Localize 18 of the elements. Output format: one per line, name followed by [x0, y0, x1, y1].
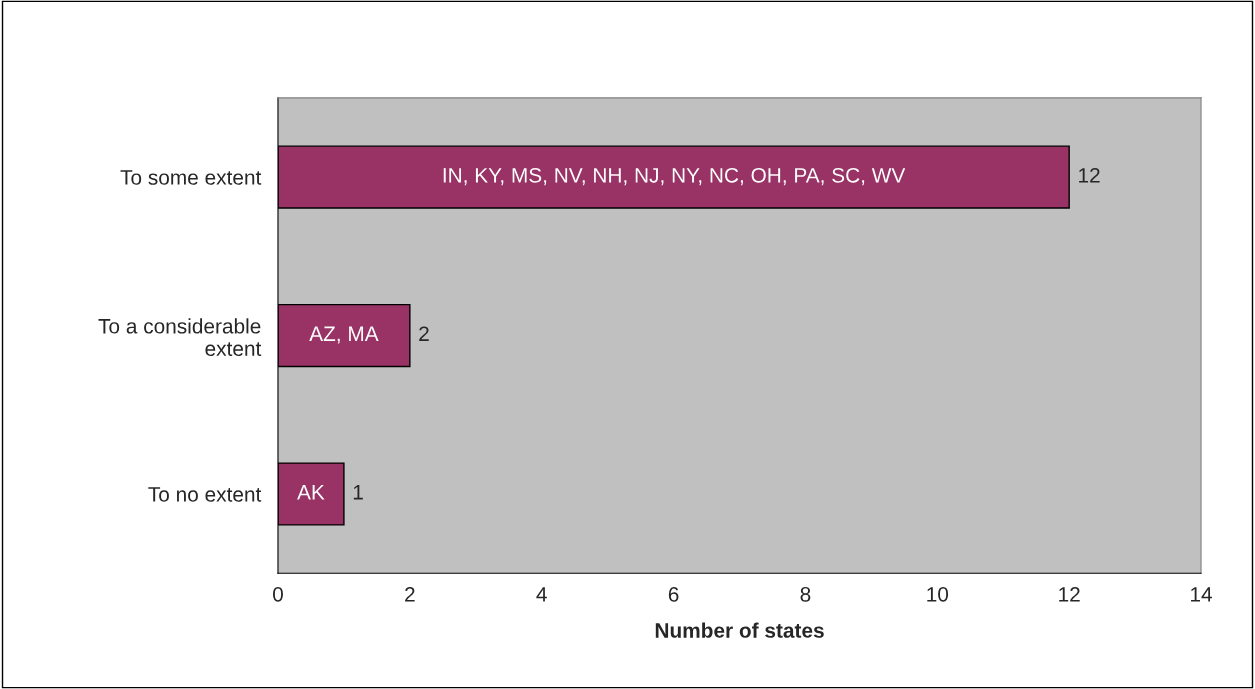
x-tick-label: 14	[1191, 587, 1213, 602]
y-tick-label: To a considerable extent	[98, 318, 262, 357]
x-tick-label: 12	[1059, 586, 1080, 602]
x-axis-title: Number of states	[655, 622, 824, 638]
x-tick-label: 0	[273, 586, 283, 602]
x-tick-label: 10	[927, 586, 949, 602]
x-tick-label: 8	[800, 586, 811, 602]
data-label: 2	[419, 326, 429, 341]
annotation: AK	[297, 485, 325, 500]
data-label: 1	[353, 485, 363, 500]
y-tick-label: To no extent	[148, 487, 262, 502]
annotation: AZ, MA	[309, 326, 379, 344]
data-label: 12	[1079, 167, 1100, 183]
x-tick-label: 2	[405, 586, 415, 602]
x-tick-label: 6	[668, 586, 679, 602]
y-tick-label: To some extent	[120, 170, 262, 185]
x-tick-label: 4	[536, 587, 547, 602]
annotation: IN, KY, MS, NV, NH, NJ, NY, NC, OH, PA, SC, WV	[443, 167, 906, 186]
